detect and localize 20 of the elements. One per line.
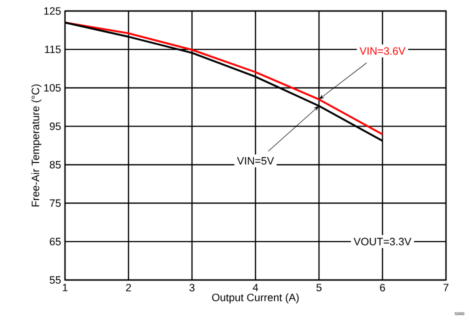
x-tick-label: 7 <box>444 284 448 292</box>
x-tick-label: 6 <box>380 284 385 292</box>
y-tick-label: 85 <box>50 160 61 168</box>
x-axis-title: Output Current (A) <box>212 293 299 304</box>
x-tick-label: 5 <box>316 284 322 292</box>
x-tick-label: 3 <box>189 284 194 292</box>
y-tick-label: 105 <box>44 84 61 92</box>
y-tick-label: 95 <box>50 122 61 130</box>
text: VIN=3.6V <box>360 47 406 55</box>
y-tick-label: 125 <box>44 7 61 15</box>
y-tick-label: 55 <box>50 276 61 284</box>
annotation: VOUT=3.3V <box>354 238 412 246</box>
x-tick-label: 1 <box>62 284 68 292</box>
y-axis-title: Free-Air Temperature (°C) <box>31 84 42 206</box>
y-tick-label: 115 <box>44 46 61 54</box>
x-tick-label: 2 <box>126 284 131 292</box>
y-tick-label: 75 <box>50 199 61 207</box>
y-tick-label: 65 <box>50 238 61 246</box>
x-tick-label: 4 <box>252 284 258 292</box>
text: VIN=5V <box>237 157 274 165</box>
